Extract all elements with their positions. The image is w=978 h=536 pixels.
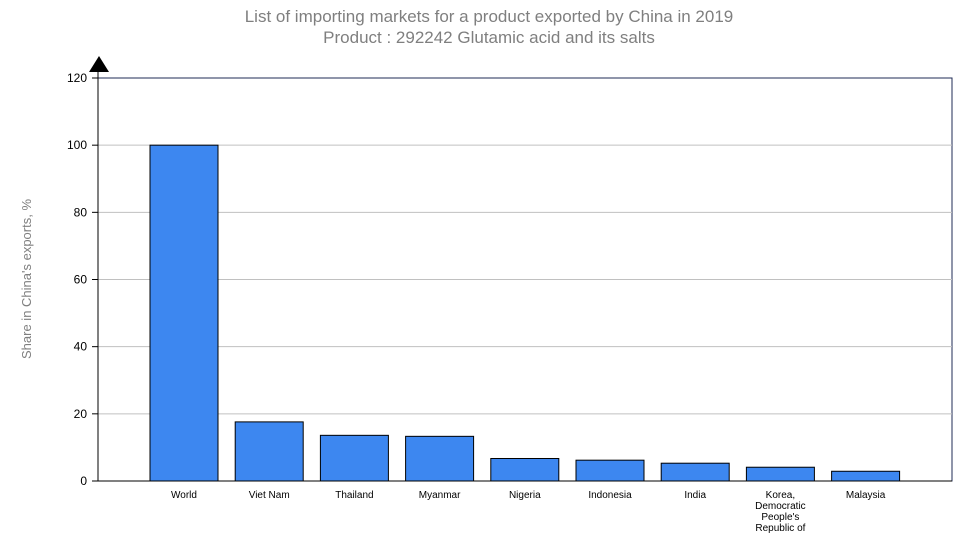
y-axis-arrow-icon <box>89 56 109 72</box>
x-tick-label: Viet Nam <box>249 490 290 501</box>
x-tick-label: Malaysia <box>846 490 886 501</box>
chart-subtitle: Product : 292242 Glutamic acid and its s… <box>323 28 655 47</box>
x-tick-label-line: People's <box>761 512 799 523</box>
x-tick-label: Thailand <box>335 490 373 501</box>
x-tick-label-line: Malaysia <box>846 490 886 501</box>
bar <box>575 459 645 482</box>
x-tick-label-line: India <box>684 490 706 501</box>
x-tick-label-line: Viet Nam <box>249 490 290 501</box>
bar <box>831 470 901 482</box>
y-tick-label: 60 <box>74 273 88 287</box>
y-tick-label: 20 <box>74 407 88 421</box>
x-tick-label-line: Myanmar <box>419 490 461 501</box>
y-axis: 0 20 40 60 80 100 120 <box>67 62 99 488</box>
bar <box>405 435 475 482</box>
x-tick-label: India <box>684 490 706 501</box>
x-tick-label: Korea, Democratic People's Republic of <box>755 490 806 534</box>
gridlines <box>98 144 952 415</box>
y-tick-label: 80 <box>74 205 88 219</box>
x-tick-label-line: Republic of <box>755 523 805 534</box>
x-tick-label: Nigeria <box>509 490 541 501</box>
y-axis-label: Share in China's exports, % <box>19 199 34 359</box>
bars <box>149 144 901 482</box>
x-tick-label: World <box>171 490 197 501</box>
bar <box>319 434 389 482</box>
chart-title: List of importing markets for a product … <box>244 7 734 26</box>
x-axis: World Viet Nam Thailand Myanmar Nigeria Indon… <box>98 480 952 534</box>
x-tick-label-line: Indonesia <box>588 490 632 501</box>
y-tick-label: 40 <box>74 340 88 354</box>
x-tick-label-line: World <box>171 490 197 501</box>
bar <box>490 457 560 482</box>
x-tick-label-line: Korea, <box>766 490 795 501</box>
bar <box>745 466 815 482</box>
bar <box>234 421 304 482</box>
bar <box>660 462 730 482</box>
y-tick-label: 0 <box>80 474 87 488</box>
x-tick-label-line: Thailand <box>335 490 373 501</box>
chart-title-block: List of importing markets for a product … <box>0 6 978 48</box>
x-tick-label: Indonesia <box>588 490 632 501</box>
x-tick-label: Myanmar <box>419 490 461 501</box>
y-tick-label: 120 <box>67 71 87 85</box>
x-tick-label-line: Democratic <box>755 501 806 512</box>
bar <box>149 144 219 482</box>
y-tick-label: 100 <box>67 138 87 152</box>
x-tick-label-line: Nigeria <box>509 490 541 501</box>
